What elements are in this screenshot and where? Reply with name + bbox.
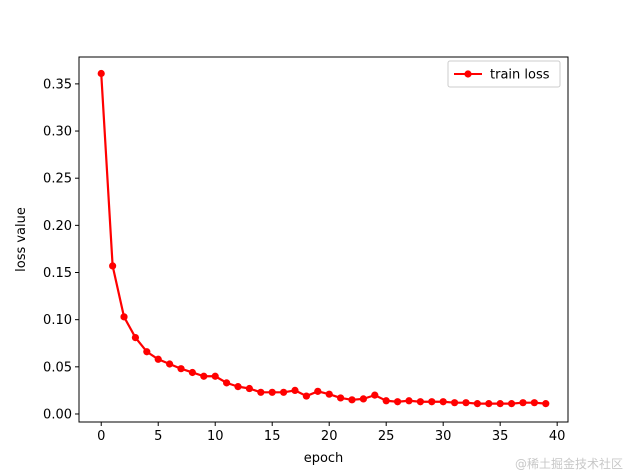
data-point xyxy=(234,383,242,391)
watermark: @稀土掘金技术社区 xyxy=(514,457,623,471)
data-point xyxy=(177,365,185,373)
data-point xyxy=(382,397,390,405)
data-point xyxy=(371,391,379,399)
data-point xyxy=(302,392,311,400)
data-point xyxy=(450,399,459,407)
data-point xyxy=(143,348,151,356)
data-point xyxy=(97,69,105,78)
data-point xyxy=(120,313,128,321)
legend-label: train loss xyxy=(490,68,550,83)
x-tick-label: 25 xyxy=(378,429,395,444)
y-tick-label: 0.35 xyxy=(43,77,72,92)
data-point xyxy=(416,398,424,406)
data-point xyxy=(154,355,162,363)
data-point xyxy=(325,390,333,398)
data-point xyxy=(211,372,219,380)
axes-frame xyxy=(78,56,569,423)
data-point xyxy=(280,388,288,396)
data-point xyxy=(291,386,299,395)
y-tick-label: 0.30 xyxy=(43,125,72,140)
x-tick-label: 40 xyxy=(549,429,566,444)
data-point xyxy=(223,379,231,387)
data-point xyxy=(496,400,504,408)
x-tick-label: 0 xyxy=(97,429,105,444)
y-tick-label: 0.10 xyxy=(43,313,72,328)
x-tick-label: 35 xyxy=(492,429,509,444)
data-point xyxy=(393,398,402,406)
legend: train loss xyxy=(447,60,561,88)
y-tick-label: 0.05 xyxy=(43,360,72,375)
data-point xyxy=(428,398,436,406)
data-point xyxy=(166,360,174,368)
data-point xyxy=(462,399,470,407)
y-tick-label: 0.20 xyxy=(43,219,72,234)
data-point xyxy=(485,400,493,408)
data-point xyxy=(314,387,322,395)
x-axis: 0 5 10 15 20 25 30 35 40 xyxy=(97,422,565,444)
legend-marker-swatch xyxy=(464,70,472,78)
data-point xyxy=(507,400,516,408)
y-axis-label: loss value xyxy=(14,207,29,272)
data-point xyxy=(109,262,117,270)
data-point xyxy=(200,372,208,380)
legend-box xyxy=(447,60,561,88)
series-line xyxy=(100,73,546,405)
data-point xyxy=(473,400,481,408)
x-tick-label: 5 xyxy=(154,429,162,444)
data-point xyxy=(405,397,413,405)
y-tick-label: 0.15 xyxy=(43,266,72,281)
data-point xyxy=(519,399,527,407)
data-point xyxy=(439,398,447,406)
plot-area xyxy=(97,69,550,408)
y-tick-label: 0.00 xyxy=(43,407,72,422)
data-point xyxy=(348,396,356,404)
y-axis: 0.00 0.05 0.10 0.15 0.20 0.25 0.30 0.35 xyxy=(43,77,79,422)
x-axis-label: epoch xyxy=(304,451,344,466)
data-point xyxy=(245,384,254,393)
data-point xyxy=(257,388,265,396)
data-point xyxy=(188,368,197,377)
x-tick-label: 30 xyxy=(435,429,452,444)
data-point xyxy=(268,388,276,396)
x-tick-label: 10 xyxy=(207,429,224,444)
y-tick-label: 0.25 xyxy=(43,172,72,187)
data-point xyxy=(530,399,538,407)
x-tick-label: 15 xyxy=(264,429,281,444)
data-point xyxy=(336,394,345,402)
x-tick-label: 20 xyxy=(321,429,338,444)
data-point xyxy=(542,400,550,408)
data-point xyxy=(131,333,140,342)
data-point xyxy=(359,395,367,403)
